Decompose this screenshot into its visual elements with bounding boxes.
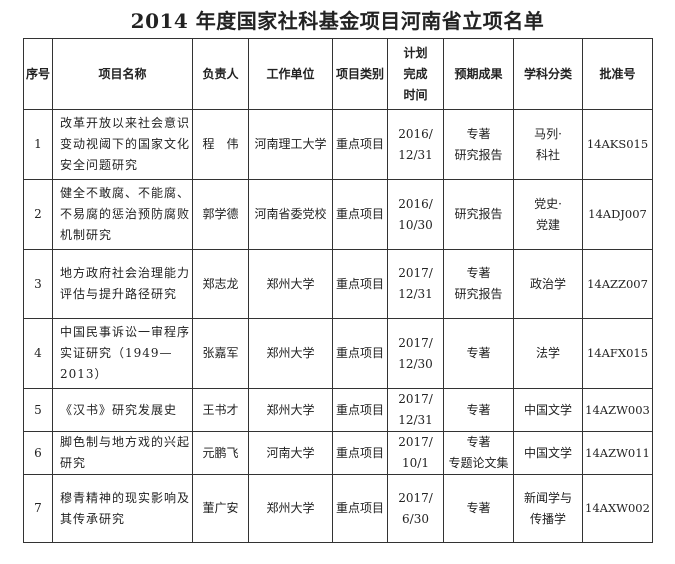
header-name: 项目名称 <box>52 38 193 110</box>
cell-result: 专著 <box>443 388 514 432</box>
cell-id: 14AFX015 <box>582 318 653 389</box>
header-leader: 负责人 <box>192 38 249 110</box>
header-type: 项目类别 <box>332 38 388 110</box>
cell-subject: 党史· 党建 <box>513 179 583 250</box>
cell-unit: 郑州大学 <box>248 249 333 319</box>
cell-subject: 法学 <box>513 318 583 389</box>
cell-no: 5 <box>23 388 53 432</box>
cell-leader: 程 伟 <box>192 109 249 180</box>
cell-no: 6 <box>23 431 53 475</box>
cell-unit: 郑州大学 <box>248 388 333 432</box>
cell-unit: 郑州大学 <box>248 474 333 543</box>
cell-date: 2016/ 12/31 <box>387 109 444 180</box>
cell-id: 14AZW011 <box>582 431 653 475</box>
table-row: 1 改革开放以来社会意识变动视阈下的国家文化安全问题研究程 伟河南理工大学 重点项目… <box>23 109 653 180</box>
cell-subject: 新闻学与 传播学 <box>513 474 583 543</box>
cell-date: 2016/ 10/30 <box>387 179 444 250</box>
cell-leader: 元鹏飞 <box>192 431 249 475</box>
cell-date: 2017/ 12/31 <box>387 249 444 319</box>
cell-name: 健全不敢腐、不能腐、不易腐的惩治预防腐败机制研究 <box>52 179 193 250</box>
cell-name: 改革开放以来社会意识变动视阈下的国家文化安全问题研究 <box>52 109 193 180</box>
cell-subject: 政治学 <box>513 249 583 319</box>
cell-unit: 河南理工大学 <box>248 109 333 180</box>
cell-unit: 河南省委党校 <box>248 179 333 250</box>
cell-subject: 马列· 科社 <box>513 109 583 180</box>
cell-result: 专著 研究报告 <box>443 109 514 180</box>
cell-leader: 郭学德 <box>192 179 249 250</box>
cell-type: 重点项目 <box>332 318 388 389</box>
cell-leader: 张嘉军 <box>192 318 249 389</box>
cell-result: 专著 研究报告 <box>443 249 514 319</box>
document-title: 2014 年度国家社科基金项目河南省立项名单 <box>130 9 545 33</box>
cell-result: 专著 专题论文集 <box>443 431 514 475</box>
cell-type: 重点项目 <box>332 431 388 475</box>
header-subject: 学科分类 <box>513 38 583 110</box>
project-table: 序号 项目名称 负责人 工作单位 项目类别 计划 完成 时间 预期成果 学科分类… <box>23 38 653 543</box>
table-row: 6 脚色制与地方戏的兴起研究 元鹏飞 河南大学 重点项目 2017/ 10/1 专著 专题论… <box>23 431 653 475</box>
header-row: 序号 项目名称 负责人 工作单位 项目类别 计划 完成 时间 预期成果 学科分类… <box>23 38 653 110</box>
cell-id: 14AZZ007 <box>582 249 653 319</box>
cell-result: 研究报告 <box>443 179 514 250</box>
header-no: 序号 <box>23 38 53 110</box>
header-result: 预期成果 <box>443 38 514 110</box>
cell-date: 2017/ 12/30 <box>387 318 444 389</box>
cell-date: 2017/ 12/31 <box>387 388 444 432</box>
cell-id: 14AXW002 <box>582 474 653 543</box>
cell-no: 2 <box>23 179 53 250</box>
cell-type: 重点项目 <box>332 179 388 250</box>
header-unit: 工作单位 <box>248 38 333 110</box>
cell-subject: 中国文学 <box>513 431 583 475</box>
cell-type: 重点项目 <box>332 249 388 319</box>
cell-unit: 郑州大学 <box>248 318 333 389</box>
header-date: 计划 完成 时间 <box>387 38 444 110</box>
cell-no: 3 <box>23 249 53 319</box>
table-row: 5 《汉书》研究发展史 王书才 郑州大学 重点项目 2017/ 12/31 专著 中国文学 14… <box>23 388 653 432</box>
cell-name: 《汉书》研究发展史 <box>52 388 193 432</box>
table-row: 7 穆青精神的现实影响及其传承研究 董广安 郑州大学 重点项目 2017/ 6/30 专著新… <box>23 474 653 543</box>
cell-id: 14ADJ007 <box>582 179 653 250</box>
cell-type: 重点项目 <box>332 388 388 432</box>
cell-name: 穆青精神的现实影响及其传承研究 <box>52 474 193 543</box>
cell-name: 地方政府社会治理能力评估与提升路径研究 <box>52 249 193 319</box>
cell-id: 14AZW003 <box>582 388 653 432</box>
cell-result: 专著 <box>443 318 514 389</box>
cell-type: 重点项目 <box>332 474 388 543</box>
table-row: 2 健全不敢腐、不能腐、不易腐的惩治预防腐败机制研究 郭学德 河南省委党校 重点项目 20… <box>23 179 653 250</box>
cell-leader: 郑志龙 <box>192 249 249 319</box>
table-row: 4 中国民事诉讼一审程序实证研究（1949—2013） 张嘉军 郑州大学 重点项目 201… <box>23 318 653 389</box>
cell-name: 中国民事诉讼一审程序实证研究（1949—2013） <box>52 318 193 389</box>
cell-type: 重点项目 <box>332 109 388 180</box>
cell-no: 1 <box>23 109 53 180</box>
cell-unit: 河南大学 <box>248 431 333 475</box>
cell-no: 7 <box>23 474 53 543</box>
cell-result: 专著 <box>443 474 514 543</box>
table-row: 3 地方政府社会治理能力评估与提升路径研究 郑志龙 郑州大学 重点项目 2017/ 12/… <box>23 249 653 319</box>
cell-name: 脚色制与地方戏的兴起研究 <box>52 431 193 475</box>
cell-date: 2017/ 6/30 <box>387 474 444 543</box>
cell-leader: 董广安 <box>192 474 249 543</box>
cell-leader: 王书才 <box>192 388 249 432</box>
cell-subject: 中国文学 <box>513 388 583 432</box>
cell-id: 14AKS015 <box>582 109 653 180</box>
header-id: 批准号 <box>582 38 653 110</box>
cell-no: 4 <box>23 318 53 389</box>
cell-date: 2017/ 10/1 <box>387 431 444 475</box>
